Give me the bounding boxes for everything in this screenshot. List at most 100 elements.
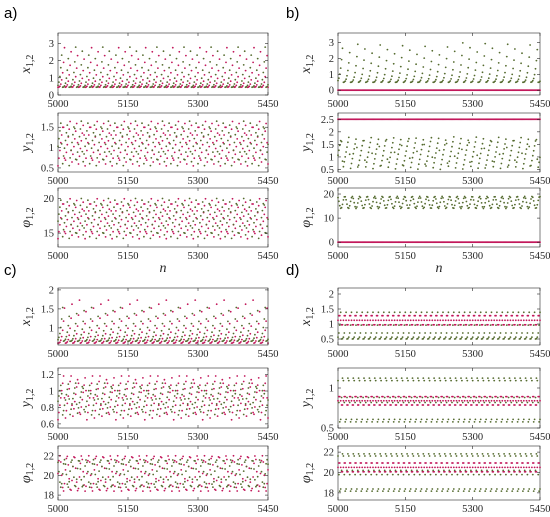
data-point-series-1 xyxy=(166,462,169,465)
data-point-series-2 xyxy=(256,475,259,478)
data-point-series-1 xyxy=(382,399,385,402)
data-point-series-2 xyxy=(347,136,350,139)
data-point-series-2 xyxy=(339,311,342,314)
data-point-series-2 xyxy=(132,382,135,384)
data-point-series-2 xyxy=(123,393,126,396)
data-point-series-1 xyxy=(466,399,469,402)
data-point-series-2 xyxy=(409,311,412,314)
data-point-series-2 xyxy=(246,145,249,148)
data-point-series-1 xyxy=(143,485,145,488)
data-point-series-2 xyxy=(461,332,464,334)
data-point-series-1 xyxy=(369,399,372,402)
data-point-series-2 xyxy=(81,328,84,331)
data-point-series-1 xyxy=(102,67,105,69)
data-point-series-2 xyxy=(134,64,137,66)
data-point-series-2 xyxy=(175,135,178,138)
data-point-series-2 xyxy=(107,64,110,66)
data-point-series-1 xyxy=(126,153,128,156)
data-point-series-2 xyxy=(206,414,209,416)
data-point-series-2 xyxy=(194,75,197,78)
data-point-series-2 xyxy=(504,205,506,208)
data-point-series-2 xyxy=(115,338,117,341)
data-point-series-1 xyxy=(426,399,428,402)
data-point-series-2 xyxy=(529,44,531,46)
data-point-series-1 xyxy=(442,319,444,322)
data-point-series-1 xyxy=(101,213,103,216)
data-point-series-1 xyxy=(96,395,99,397)
data-point-series-2 xyxy=(73,202,75,205)
data-point-series-2 xyxy=(229,135,232,138)
data-point-series-2 xyxy=(389,80,391,83)
data-point-series-1 xyxy=(206,486,209,489)
data-point-series-2 xyxy=(224,468,227,470)
data-point-series-1 xyxy=(266,54,268,57)
data-point-series-2 xyxy=(172,400,175,403)
y-tick-label: 1.5 xyxy=(41,123,54,134)
data-point-series-2 xyxy=(266,151,268,154)
data-point-series-1 xyxy=(471,319,474,322)
data-point-series-2 xyxy=(125,324,127,327)
data-point-series-1 xyxy=(110,210,113,212)
data-point-series-1 xyxy=(236,213,239,216)
data-point-series-2 xyxy=(206,306,209,309)
data-point-series-1 xyxy=(242,327,245,330)
data-point-series-2 xyxy=(241,135,243,138)
data-point-series-2 xyxy=(72,209,74,212)
data-point-series-1 xyxy=(129,122,132,125)
data-point-series-2 xyxy=(136,234,139,236)
data-point-series-2 xyxy=(66,201,69,203)
data-point-series-2 xyxy=(222,122,225,125)
data-point-series-1 xyxy=(203,454,206,457)
data-point-series-2 xyxy=(260,83,263,85)
data-point-series-2 xyxy=(258,157,261,159)
data-point-series-2 xyxy=(359,79,362,82)
data-point-series-2 xyxy=(60,54,63,56)
data-point-series-2 xyxy=(361,204,364,207)
data-point-series-1 xyxy=(127,317,130,320)
y-tick-label: 20 xyxy=(44,471,55,482)
data-point-series-2 xyxy=(74,382,77,384)
data-point-series-1 xyxy=(347,399,350,402)
data-point-series-1 xyxy=(425,395,427,398)
data-point-series-2 xyxy=(449,196,452,198)
data-point-series-2 xyxy=(174,124,177,126)
data-point-series-1 xyxy=(177,197,180,200)
data-point-series-1 xyxy=(163,378,166,381)
data-point-series-1 xyxy=(171,389,174,392)
data-point-series-1 xyxy=(514,323,516,326)
data-point-series-1 xyxy=(487,404,489,406)
data-point-series-1 xyxy=(125,395,127,397)
data-point-series-1 xyxy=(449,404,452,406)
data-point-series-1 xyxy=(463,399,466,402)
data-point-series-2 xyxy=(445,206,448,209)
data-point-series-2 xyxy=(161,120,164,123)
data-point-series-1 xyxy=(481,404,484,406)
data-point-series-1 xyxy=(500,314,503,317)
data-point-series-1 xyxy=(512,319,514,322)
data-point-series-2 xyxy=(482,336,485,338)
data-point-series-1 xyxy=(178,320,181,322)
data-point-series-1 xyxy=(125,338,127,341)
data-point-series-1 xyxy=(174,84,177,86)
data-point-series-1 xyxy=(225,203,227,205)
data-point-series-1 xyxy=(85,230,87,233)
data-point-series-1 xyxy=(172,159,175,162)
data-point-series-2 xyxy=(238,232,241,235)
data-point-series-1 xyxy=(96,120,99,123)
data-point-series-1 xyxy=(211,67,213,69)
data-point-series-2 xyxy=(124,149,127,152)
data-point-series-2 xyxy=(155,204,157,206)
data-point-series-1 xyxy=(189,132,192,135)
data-point-series-2 xyxy=(472,78,475,80)
data-point-series-1 xyxy=(157,479,160,482)
data-point-series-1 xyxy=(372,319,374,322)
data-point-series-2 xyxy=(254,139,256,142)
data-point-series-1 xyxy=(257,490,260,492)
data-point-series-2 xyxy=(59,122,62,125)
data-point-series-1 xyxy=(241,229,243,231)
data-point-series-1 xyxy=(504,319,506,322)
data-point-series-2 xyxy=(165,460,168,462)
data-point-series-2 xyxy=(177,306,180,309)
data-point-series-2 xyxy=(181,473,184,476)
